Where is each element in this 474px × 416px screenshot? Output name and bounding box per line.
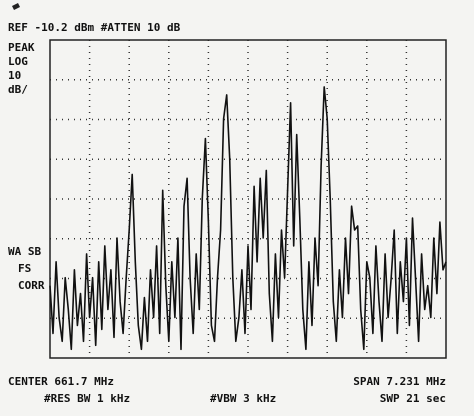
trace (49, 86, 447, 351)
rbw: #RES BW 1 kHz (44, 392, 130, 405)
status-label: WA SB (8, 245, 41, 258)
mode-label: dB/ (8, 83, 28, 96)
status-label: CORR (18, 279, 45, 292)
logo (12, 3, 20, 10)
header: REF -10.2 dBm #ATTEN 10 dB (8, 21, 181, 34)
span: SPAN 7.231 MHz (353, 375, 446, 388)
plot-frame (49, 39, 447, 359)
mode-label: 10 (8, 69, 21, 82)
status-label: FS (18, 262, 31, 275)
vbw: #VBW 3 kHz (210, 392, 276, 405)
mode-label: LOG (8, 55, 28, 68)
mode-label: PEAK (8, 41, 35, 54)
sweep: SWP 21 sec (380, 392, 446, 405)
center-freq: CENTER 661.7 MHz (8, 375, 114, 388)
